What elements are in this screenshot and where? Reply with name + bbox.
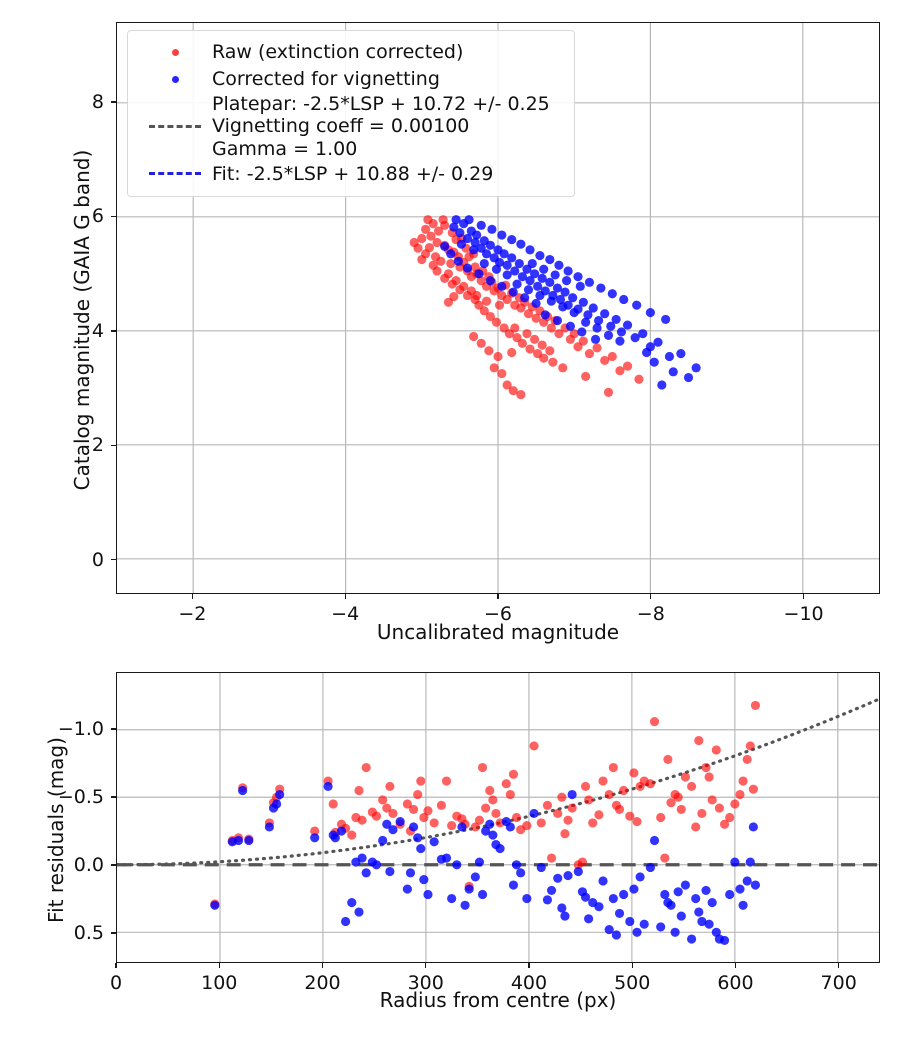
x-tick — [631, 963, 633, 968]
x-tick-label: 0 — [109, 972, 123, 994]
legend-label-gamma: Gamma = 1.00 — [212, 137, 358, 160]
legend-label-corrected: Corrected for vignetting — [212, 68, 440, 91]
legend-entry-fit: Fit: -2.5*LSP + 10.88 +/- 0.29 — [138, 160, 564, 187]
legend-entry-raw: Raw (extinction corrected) — [138, 39, 564, 66]
gray-dashed-line-icon — [138, 125, 212, 129]
y-tick — [111, 932, 116, 934]
x-tick-label: 700 — [820, 972, 857, 994]
legend-label-fit: Fit: -2.5*LSP + 10.88 +/- 0.29 — [212, 162, 494, 185]
x-tick — [497, 594, 499, 599]
x-tick-label: 400 — [510, 972, 548, 994]
legend-entry-platepar: Platepar: -2.5*LSP + 10.72 +/- 0.25 Vign… — [138, 93, 564, 160]
residual-xaxis-label: Radius from centre (px) — [379, 988, 617, 1012]
y-tick-label: 0.0 — [73, 854, 104, 877]
x-tick — [218, 963, 220, 968]
x-tick — [838, 963, 840, 968]
x-tick — [802, 594, 805, 599]
legend-label-platepar: Platepar: -2.5*LSP + 10.72 +/- 0.25 — [212, 93, 550, 115]
y-tick — [111, 796, 116, 798]
residual-yaxis-label: Fit residuals (mag) — [44, 737, 68, 923]
y-tick — [111, 215, 116, 218]
y-tick — [111, 558, 116, 561]
top-xaxis-label: Uncalibrated magnitude — [376, 620, 620, 644]
y-tick — [111, 728, 116, 730]
x-tick-label: −6 — [483, 603, 513, 625]
top-yaxis-label: Catalog magnitude (GAIA G band) — [70, 149, 94, 491]
y-tick-label: 8 — [91, 91, 104, 114]
x-tick — [528, 963, 530, 968]
x-tick-label: −8 — [636, 603, 665, 625]
x-tick-label: −2 — [178, 603, 207, 625]
y-tick-label: 6 — [91, 205, 104, 228]
x-tick-label: 500 — [614, 972, 651, 994]
y-tick-label: 4 — [91, 319, 104, 342]
y-tick-label: 2 — [91, 434, 104, 457]
x-tick-label: −4 — [331, 603, 360, 625]
x-tick — [425, 963, 427, 968]
red-dot-icon — [138, 49, 212, 56]
y-tick-label: 0.5 — [73, 922, 104, 945]
x-tick — [191, 594, 194, 599]
residual-panel-graphics — [117, 673, 879, 962]
x-tick-label: −10 — [783, 603, 824, 625]
fit-residuals-plot — [116, 672, 880, 963]
y-tick — [111, 101, 116, 103]
blue-dashed-line-icon — [138, 172, 212, 176]
x-tick — [734, 963, 737, 968]
x-tick — [321, 963, 324, 968]
legend-entry-corrected: Corrected for vignetting — [138, 66, 564, 93]
x-tick-label: 100 — [201, 972, 238, 994]
legend-label-vignetting-coeff: Vignetting coeff = 0.00100 — [212, 115, 470, 138]
x-tick-label: 600 — [717, 972, 754, 994]
x-tick-label: 300 — [407, 972, 444, 994]
y-tick-label: −1.0 — [57, 718, 104, 741]
y-tick — [111, 330, 116, 332]
y-tick-label: −0.5 — [57, 786, 104, 809]
x-tick — [344, 594, 346, 599]
y-tick — [111, 864, 116, 866]
x-tick — [650, 594, 652, 599]
y-tick-label: 0 — [91, 548, 104, 571]
y-tick — [111, 444, 116, 446]
legend-label-raw: Raw (extinction corrected) — [212, 41, 464, 64]
legend: Raw (extinction corrected) Corrected for… — [127, 30, 575, 198]
x-tick — [115, 963, 117, 968]
x-tick-label: 200 — [304, 972, 341, 994]
blue-dot-icon — [138, 76, 212, 83]
